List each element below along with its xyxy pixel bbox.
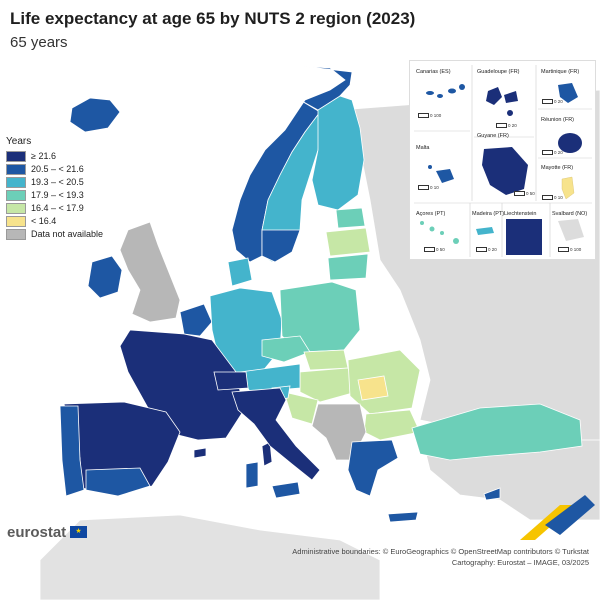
inset-panel: Canarias (ES) 0 100 Guadeloupe (FR) 0 20… [409, 60, 596, 260]
turkey-data-region [411, 403, 583, 461]
scale-canarias: 0 100 [418, 113, 441, 119]
legend-label: 16.4 – < 17.9 [31, 203, 84, 213]
balearics [193, 447, 207, 459]
eurostat-stripe-blue [545, 495, 595, 535]
inset-label-canarias: Canarias (ES) [416, 69, 451, 75]
guyane-shape [482, 147, 528, 195]
inset-label-guadeloupe: Guadeloupe (FR) [477, 69, 520, 75]
sicily [271, 481, 301, 499]
spain-south-region [85, 467, 151, 497]
reunion-shape [558, 133, 582, 153]
inset-label-guyane: Guyane (FR) [477, 133, 509, 139]
legend-swatch [6, 176, 26, 188]
bulgaria-region [363, 409, 421, 441]
sweden-south-region [261, 229, 301, 263]
acores-shapes [420, 221, 459, 244]
italy-region [231, 387, 321, 481]
legend: Years ≥ 21.6 20.5 – < 21.6 19.3 – < 20.5… [6, 136, 103, 241]
legend-label: 19.3 – < 20.5 [31, 177, 84, 187]
legend-item: 16.4 – < 17.9 [6, 202, 103, 214]
martinique-shape [558, 83, 578, 103]
legend-title: Years [6, 136, 32, 147]
legend-swatch [6, 189, 26, 201]
scale-mayotte: 0 10 [542, 195, 563, 201]
inset-label-acores: Açores (PT) [416, 211, 446, 217]
north-africa-region [39, 514, 381, 600]
switzerland-region [213, 371, 249, 391]
inset-label-madeira: Madeira (PT) [472, 211, 505, 217]
estonia-region [335, 207, 366, 229]
madeira-shape [476, 227, 494, 235]
czechia-region [261, 335, 311, 363]
denmark-region [227, 257, 253, 287]
france-region [119, 329, 245, 441]
scale-martinique: 0 20 [542, 99, 563, 105]
credit-cartography: Cartography: Eurostat – IMAGE, 03/2025 [451, 558, 589, 567]
inset-label-reunion: Réunion (FR) [541, 117, 575, 123]
malta-shapes [428, 165, 454, 183]
united-kingdom [119, 221, 181, 323]
eurostat-logo: eurostat [7, 524, 67, 541]
legend-item: 20.5 – < 21.6 [6, 163, 103, 175]
legend-label: Data not available [31, 229, 104, 239]
legend-item: < 16.4 [6, 215, 103, 227]
inset-label-malta: Malta [416, 145, 430, 151]
canarias-shapes [426, 84, 465, 98]
portugal-region [59, 405, 85, 497]
inset-label-svalbard: Svalbard (NO) [552, 211, 588, 217]
ireland-region [87, 255, 123, 299]
croatia-region [283, 391, 319, 425]
scale-malta: 0 10 [418, 185, 439, 191]
scale-acores: 0 50 [424, 247, 445, 253]
legend-item: 17.9 – < 19.3 [6, 189, 103, 201]
map-title: Life expectancy at age 65 by NUTS 2 regi… [10, 9, 416, 28]
eu-flag-icon: ★ [70, 526, 87, 538]
map-subtitle: 65 years [10, 34, 68, 51]
legend-swatch [6, 150, 26, 162]
slovakia-region [303, 349, 349, 371]
latvia-region [325, 227, 371, 257]
mayotte-shape [561, 176, 575, 200]
benelux-region [179, 303, 213, 337]
legend-item: Data not available [6, 228, 103, 240]
finland-region [311, 95, 365, 211]
scale-guyane: 0 50 [514, 191, 535, 197]
inset-label-mayotte: Mayotte (FR) [541, 165, 574, 171]
inset-label-liechtenstein: Liechtenstein [504, 211, 537, 217]
lithuania-region [327, 253, 369, 281]
legend-label: ≥ 21.6 [31, 151, 56, 161]
legend-item: 19.3 – < 20.5 [6, 176, 103, 188]
iceland [69, 97, 121, 133]
legend-label: 17.9 – < 19.3 [31, 190, 84, 200]
scale-guadeloupe: 0 20 [496, 123, 517, 129]
liechtenstein-shape [506, 219, 542, 255]
inset-label-martinique: Martinique (FR) [541, 69, 580, 75]
hungary-region [299, 367, 357, 403]
inset-map-graphics [414, 65, 592, 257]
scale-reunion: 0 20 [542, 150, 563, 156]
scale-madeira: 0 20 [476, 247, 497, 253]
svalbard-shapes [558, 219, 584, 241]
legend-swatch [6, 202, 26, 214]
legend-swatch [6, 215, 26, 227]
greece-region [347, 439, 399, 497]
legend-label: 20.5 – < 21.6 [31, 164, 84, 174]
guadeloupe-shapes [486, 87, 518, 116]
sardinia [245, 461, 259, 489]
romania-low-region [357, 375, 389, 401]
legend-swatch [6, 228, 26, 240]
legend-swatch [6, 163, 26, 175]
legend-item: ≥ 21.6 [6, 150, 103, 162]
scale-svalbard: 0 100 [558, 247, 581, 253]
crete [387, 511, 419, 523]
credit-boundaries: Administrative boundaries: © EuroGeograp… [292, 547, 589, 556]
cyprus [483, 487, 501, 501]
legend-label: < 16.4 [31, 216, 57, 226]
corsica [261, 441, 273, 467]
